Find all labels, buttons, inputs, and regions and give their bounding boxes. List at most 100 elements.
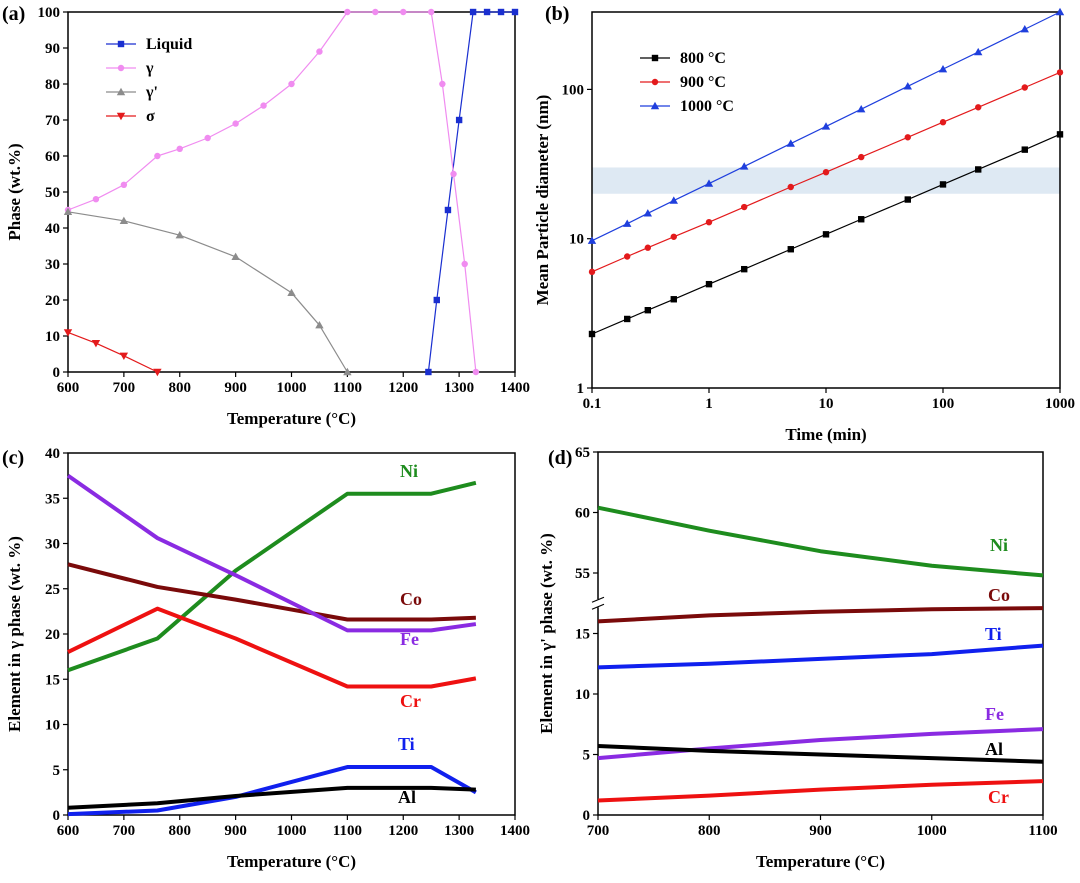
marker (858, 153, 865, 161)
marker (623, 219, 632, 227)
marker (204, 134, 211, 142)
marker (787, 246, 794, 253)
y-tick-label: 40 (45, 221, 60, 237)
marker (821, 122, 831, 130)
marker (705, 280, 713, 288)
marker (939, 181, 947, 188)
y-tick-label: 10 (45, 718, 60, 734)
y-axis-label: Mean Particle diameter (nm) (533, 95, 552, 306)
plot-frame (67, 452, 516, 816)
series-line (597, 505, 1044, 578)
y-tick-label: 100 (562, 82, 585, 98)
panel-label: (a) (2, 3, 25, 25)
marker (670, 296, 677, 303)
y-tick-label: 60 (575, 506, 590, 522)
y-tick-label: 5 (583, 748, 591, 764)
y-tick-label: 30 (45, 537, 60, 553)
legend-label: σ (146, 108, 155, 125)
marker (975, 166, 982, 173)
marker (455, 116, 463, 124)
x-axis-label: Temperature (°C) (756, 852, 885, 871)
series-line (67, 765, 477, 817)
marker (116, 112, 126, 121)
y-tick-label: 65 (575, 445, 590, 461)
marker (315, 321, 324, 329)
axis-break-gap (592, 599, 604, 608)
series-line (67, 480, 477, 673)
y-tick-label: 15 (45, 672, 60, 688)
y-tick-label: 15 (575, 627, 590, 643)
y-tick-label: 1 (577, 381, 585, 397)
x-tick-label: 900 (224, 380, 247, 396)
marker (651, 78, 659, 86)
marker (450, 170, 457, 178)
marker (316, 48, 323, 55)
marker (119, 216, 129, 224)
x-tick-label: 1 (705, 396, 713, 412)
y-tick-label: 10 (575, 687, 590, 703)
series-label: Al (985, 739, 1003, 759)
marker (650, 101, 660, 110)
y-tick-label: 50 (45, 185, 60, 201)
marker (974, 47, 983, 56)
y-tick-label: 30 (45, 257, 60, 273)
marker (624, 253, 631, 260)
series-label: Cr (400, 691, 421, 711)
marker (588, 268, 596, 276)
series-line (597, 643, 1044, 670)
marker (1056, 69, 1064, 76)
marker (975, 104, 982, 111)
marker (669, 196, 678, 204)
marker (822, 168, 830, 176)
marker (741, 203, 748, 211)
x-tick-label: 1000 (277, 380, 307, 396)
legend-label: 800 °C (680, 50, 726, 67)
x-tick-label: 600 (57, 380, 80, 396)
x-axis-label: Temperature (°C) (227, 409, 356, 428)
series-line (67, 331, 158, 373)
y-tick-label: 20 (45, 627, 60, 643)
marker (461, 260, 468, 268)
y-tick-label: 5 (53, 763, 61, 779)
marker (741, 265, 748, 273)
series-label: Fe (985, 704, 1004, 724)
y-tick-label: 80 (45, 77, 60, 93)
marker (154, 152, 161, 160)
x-tick-label: 1100 (1028, 823, 1057, 839)
marker (1055, 7, 1065, 16)
marker (232, 120, 239, 127)
series-label: Ni (400, 461, 418, 481)
x-tick-label: 800 (169, 823, 192, 839)
series-line (67, 785, 476, 810)
series-line (591, 133, 1061, 335)
x-tick-label: 0.1 (583, 396, 602, 412)
series-label: Ni (990, 535, 1008, 555)
axis-break (591, 596, 605, 603)
marker (439, 80, 446, 88)
marker (91, 340, 101, 348)
x-tick-label: 1100 (333, 823, 362, 839)
series-line (597, 606, 1044, 624)
y-tick-label: 10 (569, 232, 584, 248)
x-tick-label: 1200 (388, 380, 418, 396)
marker (497, 8, 505, 16)
marker (63, 329, 73, 337)
y-axis-label: Element in γ' phase (wt. %) (537, 533, 556, 734)
y-tick-label: 100 (38, 5, 61, 21)
series-line (597, 744, 1044, 764)
marker (287, 288, 296, 296)
series-label: Ti (398, 734, 415, 754)
x-tick-label: 1400 (500, 823, 530, 839)
x-tick-label: 100 (932, 396, 955, 412)
x-tick-label: 1000 (277, 823, 307, 839)
marker (472, 368, 480, 376)
marker (175, 231, 184, 239)
y-tick-label: 90 (45, 41, 60, 57)
marker (643, 209, 653, 217)
marker (153, 368, 162, 377)
marker (288, 80, 295, 88)
axis-break (591, 603, 605, 610)
marker (427, 8, 435, 16)
marker (1021, 84, 1028, 91)
y-tick-label: 0 (53, 365, 61, 381)
